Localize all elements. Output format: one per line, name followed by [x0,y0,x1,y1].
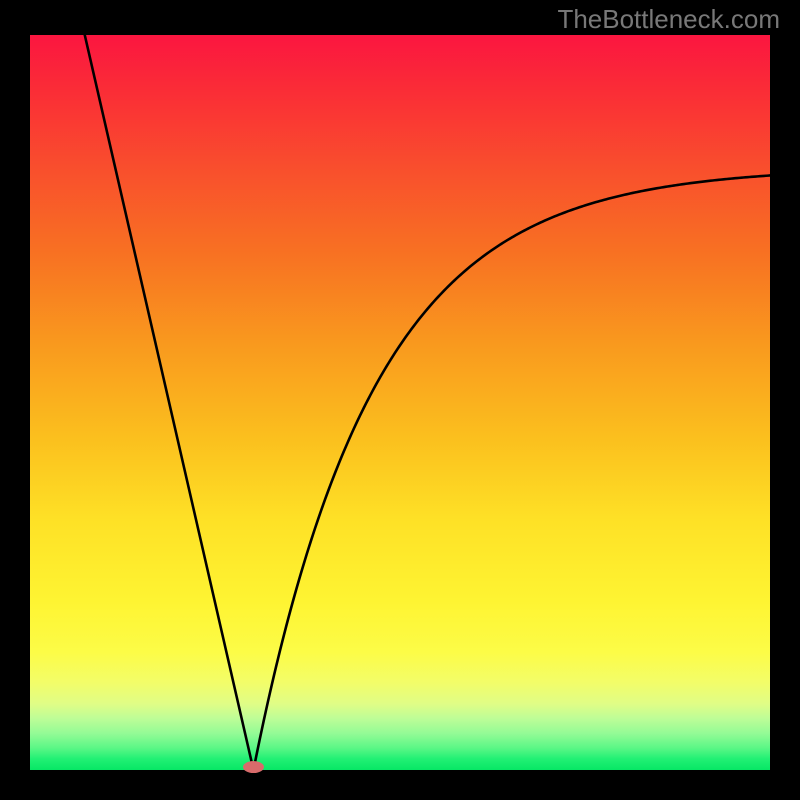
watermark-text: TheBottleneck.com [557,4,780,35]
plot-area [0,0,800,800]
gradient-background [30,35,770,770]
minimum-marker [243,761,264,773]
watermark-label: TheBottleneck.com [557,4,780,34]
